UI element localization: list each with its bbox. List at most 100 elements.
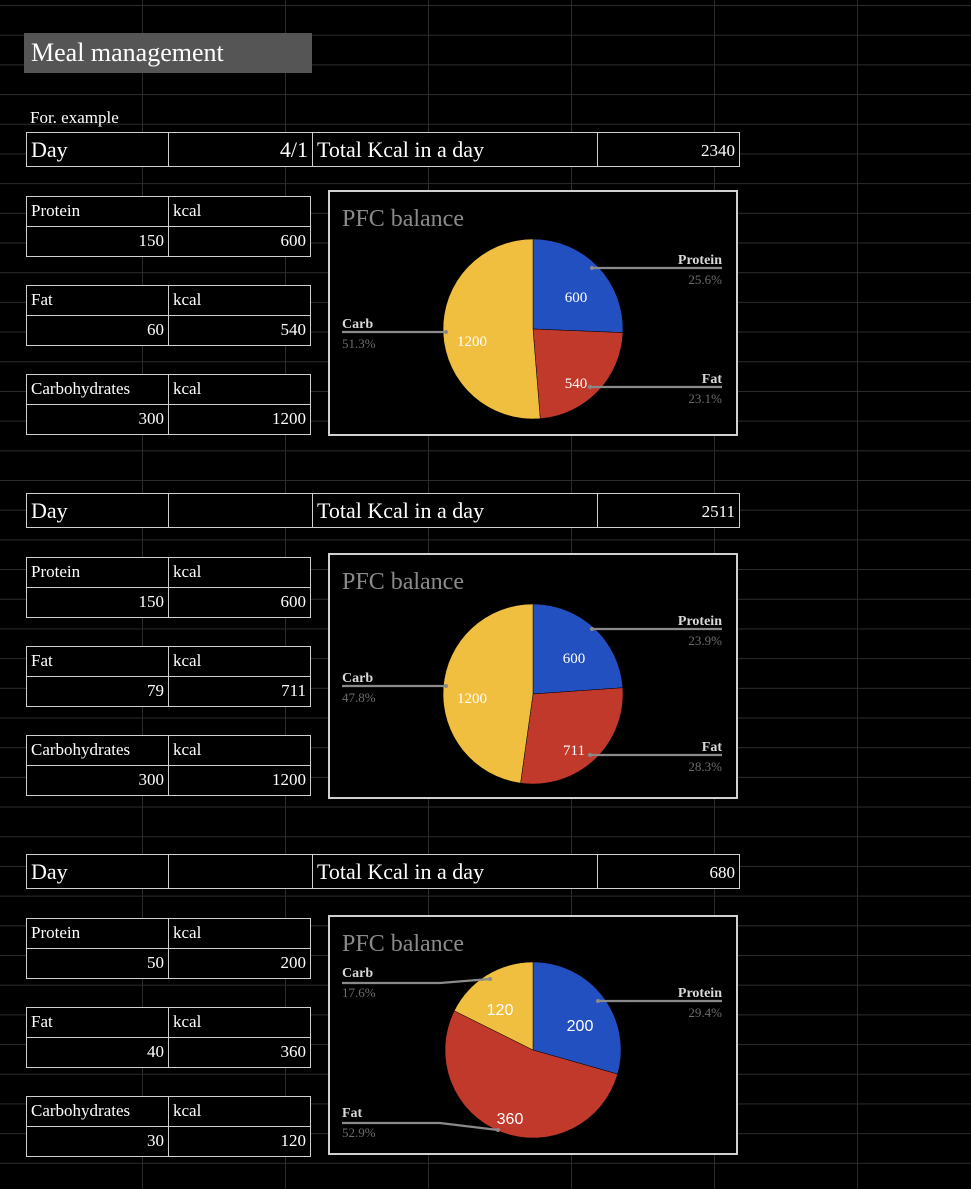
legend-label-fat: Fat (342, 1106, 363, 1121)
grams-value-cell[interactable]: 60 (26, 315, 169, 346)
legend-label-protein: Protein (678, 253, 722, 268)
legend-label-carb: Carb (342, 317, 373, 332)
total-kcal-value-cell[interactable]: 2511 (597, 493, 740, 528)
legend-percent-fat: 52.9% (342, 1125, 376, 1140)
legend-label-fat: Fat (702, 372, 723, 387)
slice-value-protein: 200 (567, 1018, 594, 1035)
leader-dot-carb (444, 330, 448, 334)
leader-dot-fat (496, 1128, 500, 1132)
grams-value-cell[interactable]: 150 (26, 587, 169, 618)
pie-slice-protein (532, 603, 624, 695)
pie-slice-protein (532, 238, 624, 333)
nutrient-name-cell[interactable]: Carbohydrates (26, 1096, 169, 1127)
leader-line-carb (342, 977, 491, 985)
pie-slice-carb (453, 961, 534, 1051)
example-label[interactable]: For. example (30, 108, 119, 127)
legend-percent-carb: 17.6% (342, 985, 376, 1000)
kcal-value-cell[interactable]: 600 (168, 587, 311, 618)
nutrient-name-cell[interactable]: Fat (26, 1007, 169, 1038)
kcal-value-cell[interactable]: 600 (168, 226, 311, 257)
legend-percent-protein: 23.9% (688, 633, 722, 648)
kcal-value-cell[interactable]: 120 (168, 1126, 311, 1157)
total-kcal-value-cell[interactable]: 680 (597, 854, 740, 889)
total-kcal-label-cell[interactable]: Total Kcal in a day (312, 854, 598, 889)
legend-label-fat: Fat (702, 740, 723, 755)
legend-percent-carb: 51.3% (342, 336, 376, 351)
leader-dot-protein (596, 999, 600, 1003)
kcal-unit-cell[interactable]: kcal (168, 1007, 311, 1038)
nutrient-name-cell[interactable]: Fat (26, 285, 169, 316)
pie-chart-svg: PFC balance Protein 23.9% 600 Fat 28.3% 711 Car… (342, 569, 723, 785)
legend-percent-protein: 29.4% (688, 1005, 722, 1020)
day-label-cell[interactable]: Day (26, 132, 169, 167)
kcal-unit-cell[interactable]: kcal (168, 1096, 311, 1127)
leader-dot-carb (444, 684, 448, 688)
kcal-unit-cell[interactable]: kcal (168, 557, 311, 588)
kcal-value-cell[interactable]: 1200 (168, 404, 311, 435)
day-label-cell[interactable]: Day (26, 493, 169, 528)
legend-percent-carb: 47.8% (342, 690, 376, 705)
pfc-pie-chart[interactable]: PFC balance Protein 25.6% 600 Fat 23.1% 540 Car… (328, 190, 738, 436)
nutrient-name-cell[interactable]: Protein (26, 196, 169, 227)
leader-dot-fat (588, 753, 592, 757)
kcal-value-cell[interactable]: 540 (168, 315, 311, 346)
leader-dot-carb (488, 977, 492, 981)
kcal-unit-cell[interactable]: kcal (168, 196, 311, 227)
total-kcal-value-cell[interactable]: 2340 (597, 132, 740, 167)
chart-title: PFC balance (342, 206, 464, 232)
kcal-value-cell[interactable]: 1200 (168, 765, 311, 796)
leader-line-fat (342, 1121, 499, 1132)
kcal-unit-cell[interactable]: kcal (168, 918, 311, 949)
nutrient-name-cell[interactable]: Fat (26, 646, 169, 677)
kcal-unit-cell[interactable]: kcal (168, 285, 311, 316)
legend-percent-fat: 28.3% (688, 759, 722, 774)
chart-title: PFC balance (342, 931, 464, 957)
pie-chart-svg: PFC balance Protein 29.4% 200 Fat 52.9% 360 Car… (342, 931, 722, 1140)
day-value-cell[interactable]: 4/1 (168, 132, 313, 167)
kcal-unit-cell[interactable]: kcal (168, 374, 311, 405)
slice-value-fat: 360 (497, 1111, 524, 1128)
grams-value-cell[interactable]: 300 (26, 404, 169, 435)
pie-slice-fat (532, 328, 624, 419)
kcal-value-cell[interactable]: 200 (168, 948, 311, 979)
legend-percent-protein: 25.6% (688, 272, 722, 287)
pie-slice-fat (520, 687, 624, 785)
leader-dot-protein (590, 627, 594, 631)
grams-value-cell[interactable]: 30 (26, 1126, 169, 1157)
grams-value-cell[interactable]: 50 (26, 948, 169, 979)
pie-slice-fat (444, 1010, 618, 1139)
slice-value-carb: 1200 (457, 334, 487, 350)
leader-dot-protein (590, 266, 594, 270)
legend-percent-fat: 23.1% (688, 391, 722, 406)
slice-value-fat: 711 (563, 743, 585, 759)
slice-value-carb: 120 (487, 1002, 514, 1019)
kcal-value-cell[interactable]: 711 (168, 676, 311, 707)
day-label-cell[interactable]: Day (26, 854, 169, 889)
total-kcal-label-cell[interactable]: Total Kcal in a day (312, 493, 598, 528)
pfc-pie-chart[interactable]: PFC balance Protein 29.4% 200 Fat 52.9% 360 Car… (328, 915, 738, 1155)
day-value-cell[interactable] (168, 854, 313, 889)
sheet-title[interactable]: Meal management (24, 33, 312, 73)
grams-value-cell[interactable]: 150 (26, 226, 169, 257)
pie-slice-protein (532, 961, 622, 1075)
slice-value-carb: 1200 (457, 691, 487, 707)
slice-value-protein: 600 (565, 290, 588, 306)
pie-chart-svg: PFC balance Protein 25.6% 600 Fat 23.1% 540 Car… (342, 206, 723, 420)
nutrient-name-cell[interactable]: Protein (26, 918, 169, 949)
kcal-unit-cell[interactable]: kcal (168, 646, 311, 677)
nutrient-name-cell[interactable]: Carbohydrates (26, 735, 169, 766)
nutrient-name-cell[interactable]: Protein (26, 557, 169, 588)
pfc-pie-chart[interactable]: PFC balance Protein 23.9% 600 Fat 28.3% 711 Car… (328, 553, 738, 799)
kcal-unit-cell[interactable]: kcal (168, 735, 311, 766)
kcal-value-cell[interactable]: 360 (168, 1037, 311, 1068)
chart-title: PFC balance (342, 569, 464, 595)
legend-label-carb: Carb (342, 966, 373, 981)
grams-value-cell[interactable]: 79 (26, 676, 169, 707)
grams-value-cell[interactable]: 40 (26, 1037, 169, 1068)
grams-value-cell[interactable]: 300 (26, 765, 169, 796)
nutrient-name-cell[interactable]: Carbohydrates (26, 374, 169, 405)
total-kcal-label-cell[interactable]: Total Kcal in a day (312, 132, 598, 167)
day-value-cell[interactable] (168, 493, 313, 528)
slice-value-protein: 600 (563, 651, 586, 667)
legend-label-carb: Carb (342, 671, 373, 686)
